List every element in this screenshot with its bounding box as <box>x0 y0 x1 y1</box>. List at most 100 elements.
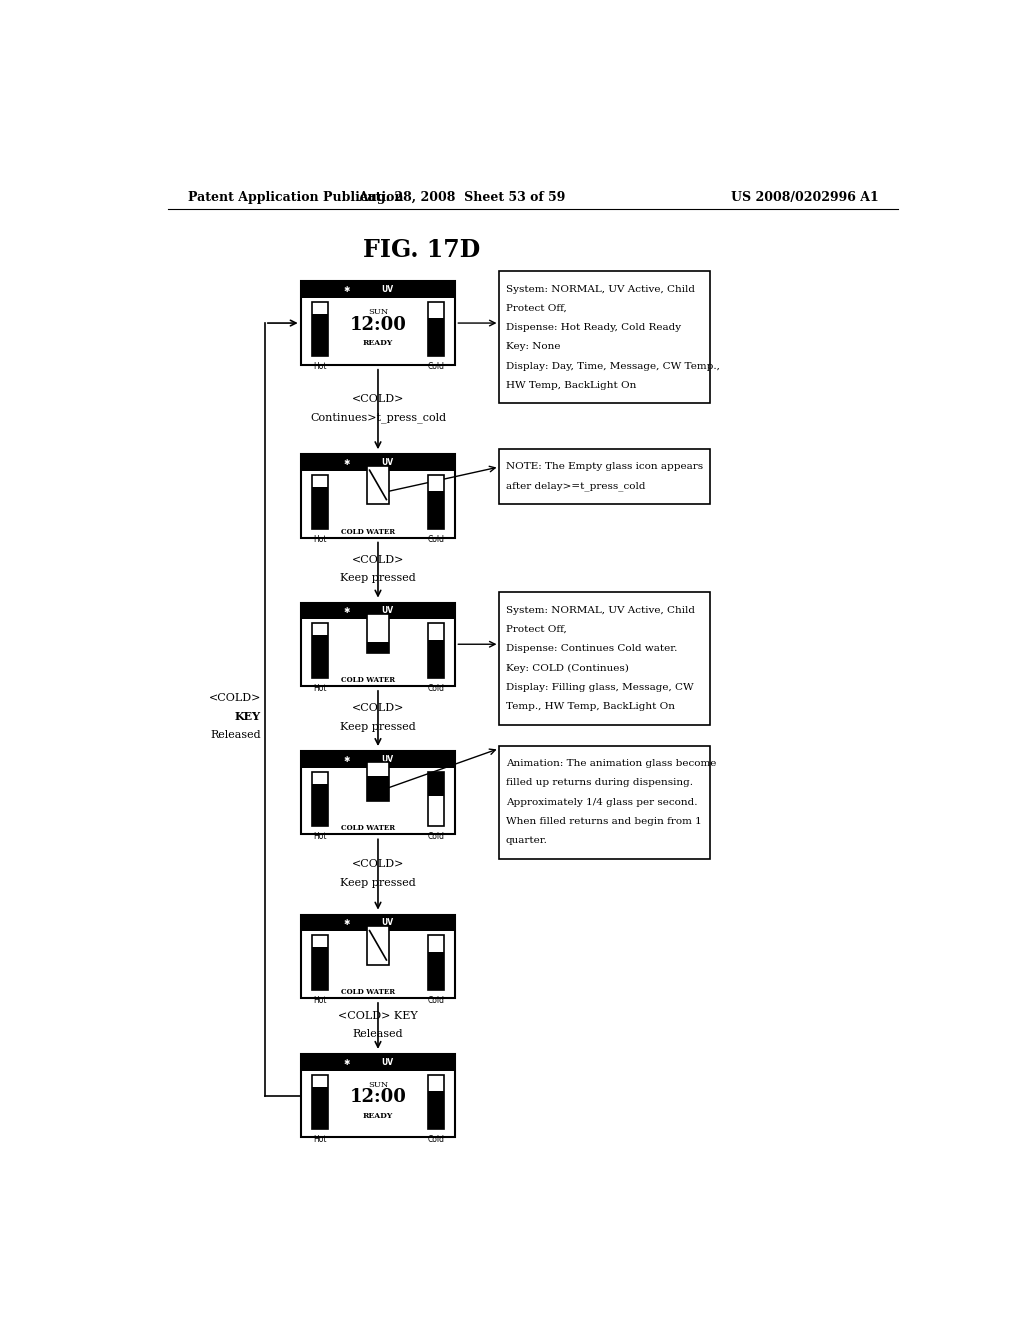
Text: NOTE: The Empty glass icon appears: NOTE: The Empty glass icon appears <box>506 462 702 471</box>
Text: Hot: Hot <box>313 363 327 371</box>
Text: UV: UV <box>382 606 393 615</box>
Text: UV: UV <box>382 755 393 764</box>
Text: <COLD>: <COLD> <box>352 395 404 404</box>
Text: Patent Application Publication: Patent Application Publication <box>187 190 403 203</box>
Text: Display: Filling glass, Message, CW: Display: Filling glass, Message, CW <box>506 682 693 692</box>
Bar <box>367 927 389 965</box>
Bar <box>301 454 456 537</box>
Text: System: NORMAL, UV Active, Child: System: NORMAL, UV Active, Child <box>506 285 694 293</box>
Text: filled up returns during dispensing.: filled up returns during dispensing. <box>506 779 693 788</box>
Bar <box>301 1053 456 1071</box>
Text: Cold: Cold <box>428 995 444 1005</box>
Bar <box>301 751 456 768</box>
Text: UV: UV <box>382 919 393 928</box>
Bar <box>367 614 389 652</box>
Text: Hot: Hot <box>313 832 327 841</box>
Bar <box>311 635 328 677</box>
Bar <box>301 281 456 364</box>
Text: Cold: Cold <box>428 536 444 544</box>
Text: Approximately 1/4 glass per second.: Approximately 1/4 glass per second. <box>506 797 697 807</box>
Text: <COLD>: <COLD> <box>209 693 261 704</box>
Text: 12:00: 12:00 <box>349 315 407 334</box>
Bar <box>311 475 328 529</box>
Bar <box>428 623 444 677</box>
Bar <box>301 915 456 932</box>
Bar <box>311 623 328 677</box>
Text: Keep pressed: Keep pressed <box>340 722 416 731</box>
Text: UV: UV <box>382 458 393 467</box>
Text: Key: COLD (Continues): Key: COLD (Continues) <box>506 664 629 673</box>
Bar <box>367 466 389 504</box>
Bar <box>301 454 456 471</box>
Bar <box>428 640 444 677</box>
Text: Hot: Hot <box>313 995 327 1005</box>
Text: Cold: Cold <box>428 684 444 693</box>
Text: Display: Day, Time, Message, CW Temp.,: Display: Day, Time, Message, CW Temp., <box>506 362 720 371</box>
Bar <box>301 915 456 998</box>
Bar <box>311 1086 328 1129</box>
Text: Key: None: Key: None <box>506 342 560 351</box>
Text: Hot: Hot <box>313 536 327 544</box>
Text: <COLD>: <COLD> <box>352 704 404 713</box>
Bar <box>428 302 444 356</box>
Bar <box>301 602 456 686</box>
Bar <box>367 642 389 652</box>
Text: Released: Released <box>352 1030 403 1039</box>
Bar <box>500 746 710 859</box>
Text: Protect Off,: Protect Off, <box>506 304 566 313</box>
Bar <box>428 1074 444 1129</box>
Text: COLD WATER: COLD WATER <box>341 676 395 684</box>
Text: after delay>=t_press_cold: after delay>=t_press_cold <box>506 482 645 491</box>
Bar <box>428 936 444 990</box>
Text: SUN: SUN <box>368 309 388 317</box>
Bar <box>301 1053 456 1138</box>
Bar <box>311 772 328 826</box>
Text: READY: READY <box>362 1111 393 1119</box>
Text: System: NORMAL, UV Active, Child: System: NORMAL, UV Active, Child <box>506 606 694 615</box>
Text: UV: UV <box>382 1057 393 1067</box>
Text: Cold: Cold <box>428 832 444 841</box>
Text: Keep pressed: Keep pressed <box>340 878 416 887</box>
Text: When filled returns and begin from 1: When filled returns and begin from 1 <box>506 817 701 826</box>
Text: Dispense: Continues Cold water.: Dispense: Continues Cold water. <box>506 644 677 653</box>
Text: Dispense: Hot Ready, Cold Ready: Dispense: Hot Ready, Cold Ready <box>506 323 681 333</box>
Text: 12:00: 12:00 <box>349 1088 407 1106</box>
Bar <box>301 281 456 298</box>
Text: Temp., HW Temp, BackLight On: Temp., HW Temp, BackLight On <box>506 702 675 711</box>
Bar <box>311 302 328 356</box>
Bar <box>428 772 444 826</box>
Bar <box>428 475 444 529</box>
Text: HW Temp, BackLight On: HW Temp, BackLight On <box>506 381 636 391</box>
Text: COLD WATER: COLD WATER <box>341 825 395 833</box>
Text: quarter.: quarter. <box>506 837 548 845</box>
Bar <box>428 318 444 356</box>
Text: <COLD>: <COLD> <box>352 554 404 565</box>
Bar <box>301 602 456 619</box>
Text: Cold: Cold <box>428 363 444 371</box>
Bar <box>311 784 328 826</box>
Text: READY: READY <box>362 339 393 347</box>
Bar <box>367 763 389 801</box>
Text: ✱: ✱ <box>343 755 349 764</box>
Bar <box>311 936 328 990</box>
Text: SUN: SUN <box>368 1081 388 1089</box>
Bar <box>500 271 710 404</box>
Text: Animation: The animation glass become: Animation: The animation glass become <box>506 759 716 768</box>
Bar <box>428 491 444 529</box>
Text: Keep pressed: Keep pressed <box>340 573 416 583</box>
Text: US 2008/0202996 A1: US 2008/0202996 A1 <box>731 190 879 203</box>
Text: Cold: Cold <box>428 1135 444 1144</box>
Bar <box>500 449 710 504</box>
Text: ✱: ✱ <box>343 458 349 467</box>
Bar <box>311 487 328 529</box>
Text: Released: Released <box>210 730 261 739</box>
Text: Hot: Hot <box>313 1135 327 1144</box>
Text: Protect Off,: Protect Off, <box>506 624 566 634</box>
Text: FIG. 17D: FIG. 17D <box>362 238 480 261</box>
Text: ✱: ✱ <box>343 1057 349 1067</box>
Text: ✱: ✱ <box>343 919 349 928</box>
Bar <box>311 948 328 990</box>
Bar <box>311 314 328 356</box>
Text: ✱: ✱ <box>343 606 349 615</box>
Bar <box>500 593 710 725</box>
